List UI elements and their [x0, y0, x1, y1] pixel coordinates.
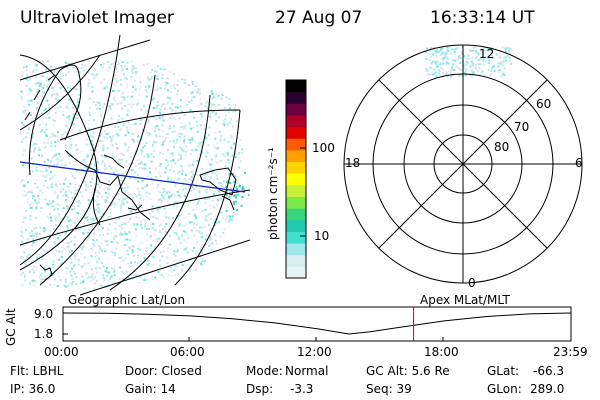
status-mode-value: Normal — [285, 364, 329, 378]
colorbar-stripe — [286, 80, 306, 93]
status-gain: Gain: 14 — [125, 382, 176, 396]
colorbar-gradient — [286, 80, 306, 279]
colorbar-stripe — [286, 266, 306, 279]
lat-label-70: 70 — [514, 120, 530, 134]
mlt-label-6: 6 — [575, 156, 583, 170]
status-mode-label: Mode: — [246, 364, 283, 378]
instrument-title: Ultraviolet Imager — [20, 8, 174, 28]
status-gc-alt: GC Alt: 5.6 Re — [366, 364, 450, 378]
colorbar-tick-label-100: 100 — [312, 141, 335, 155]
timeline-xtick-2: 12:00 — [297, 345, 332, 359]
timeline-xtick-0: 00:00 — [44, 345, 79, 359]
colorbar-stripe — [286, 161, 306, 174]
timeline-xtick-1: 06:00 — [170, 345, 205, 359]
status-glon-label: GLon: — [487, 382, 522, 396]
timeline-ytick-low: 1.8 — [34, 327, 54, 341]
colorbar-stripe — [286, 103, 306, 116]
lat-label-80: 80 — [494, 140, 510, 154]
timeline-left-title: Geographic Lat/Lon — [68, 293, 186, 307]
colorbar-stripe — [286, 149, 306, 163]
timeline-right-title: Apex MLat/MLT — [420, 293, 510, 307]
status-glat-value: -66.3 — [533, 364, 565, 378]
date-label: 27 Aug 07 — [275, 8, 363, 28]
timeline-xtick-3: 18:00 — [424, 345, 459, 359]
timeline-ytick-high: 9.0 — [34, 307, 54, 321]
lat-label-60: 60 — [536, 97, 552, 111]
timeline-frame — [62, 306, 572, 342]
mlt-label-12: 12 — [479, 47, 495, 61]
colorbar-stripe — [286, 254, 306, 267]
status-glon-value: 289.0 — [530, 382, 565, 396]
status-ip: IP: 36.0 — [10, 382, 56, 396]
colorbar-stripe — [286, 208, 306, 221]
time-label: 16:33:14 UT — [430, 8, 535, 28]
colorbar-stripe — [286, 91, 306, 104]
altitude-curve — [62, 312, 572, 335]
colorbar-stripe — [286, 126, 306, 139]
status-door: Door: Closed — [125, 364, 202, 378]
coastlines — [24, 64, 237, 281]
scan-line — [19, 161, 246, 193]
colorbar-stripe — [286, 231, 306, 244]
status-glat-label: GLat: — [487, 364, 520, 378]
colorbar-stripe — [286, 196, 306, 209]
status-dsp-label: Dsp: — [246, 382, 274, 396]
colorbar-tick-label-10: 10 — [314, 229, 330, 243]
status-seq: Seq: 39 — [366, 382, 412, 396]
colorbar-stripe — [286, 138, 306, 151]
status-filter: Flt: LBHL — [10, 364, 64, 378]
polar-diag-2 — [378, 79, 548, 249]
mlt-label-18: 18 — [345, 156, 361, 170]
mlt-label-0: 0 — [468, 276, 476, 290]
timeline-xtick-4: 23:59 — [553, 345, 588, 359]
status-dsp-value: -3.3 — [290, 382, 314, 396]
colorbar-stripe — [286, 243, 306, 256]
colorbar-stripe — [286, 173, 306, 186]
colorbar-stripe — [286, 219, 306, 232]
lat-lon-grid — [19, 34, 251, 296]
colorbar-stripe — [286, 114, 306, 128]
colorbar-stripe — [286, 184, 306, 197]
